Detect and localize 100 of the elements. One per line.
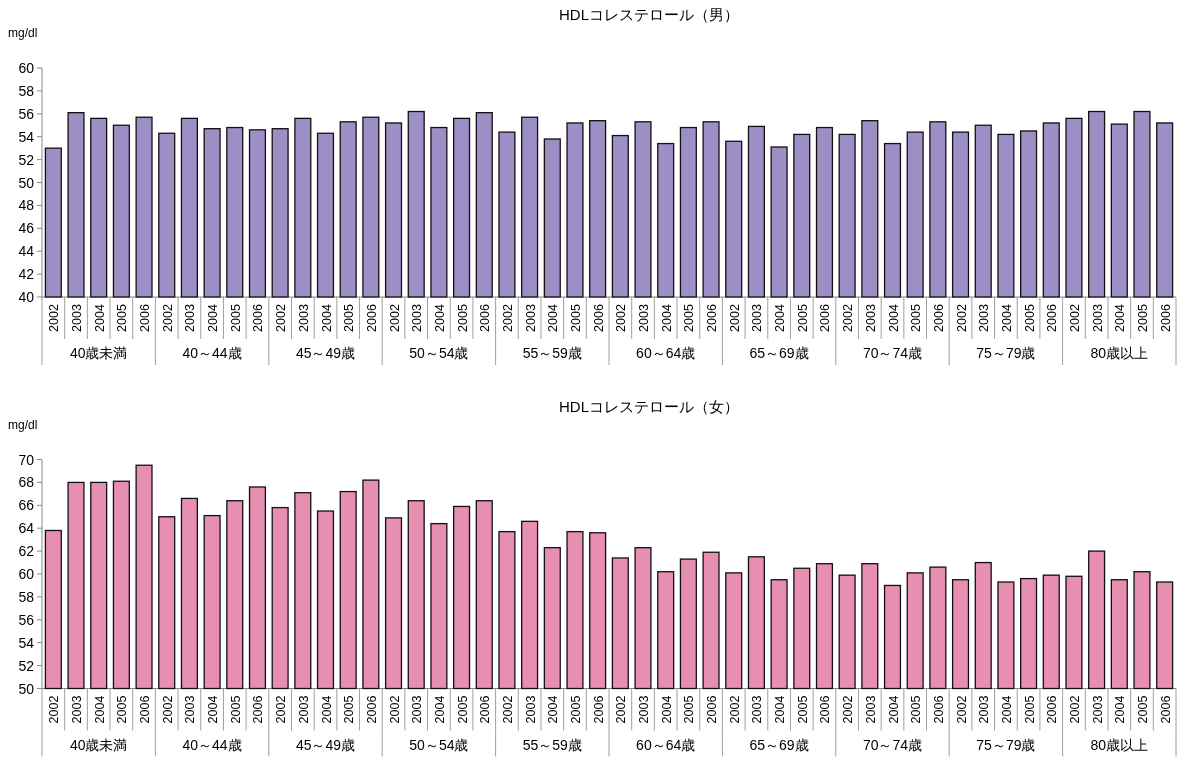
- text: 70～74歳: [862, 736, 923, 753]
- x-tick-label: 2005: [795, 304, 810, 332]
- x-tick-label: 2004: [773, 695, 788, 724]
- text: 40歳未満: [69, 736, 128, 753]
- x-tick-label: 2006: [1045, 304, 1060, 332]
- x-tick-label: 2006: [931, 304, 946, 332]
- x-tick-label: 2004: [319, 304, 334, 332]
- x-tick-label: 2003: [183, 304, 198, 332]
- text: 75～79歳: [976, 345, 1036, 361]
- y-tick-label: 62: [18, 543, 35, 560]
- x-tick-label: 2004: [886, 304, 901, 332]
- x-tick-label: 2004: [659, 695, 674, 724]
- x-tick-label: 2005: [568, 695, 583, 724]
- x-tick-label: 2005: [682, 304, 697, 332]
- x-tick-label: 2004: [92, 304, 107, 332]
- x-tick-label: 2003: [863, 304, 878, 332]
- x-tick-label: 2002: [387, 695, 402, 724]
- x-tick-label: 2006: [591, 695, 606, 724]
- x-tick-label: 2002: [500, 304, 515, 332]
- x-tick-label: 2002: [47, 304, 62, 332]
- x-tick-label: 2004: [92, 695, 107, 724]
- x-tick-label: 2003: [1090, 304, 1105, 332]
- y-tick-label: 56: [18, 611, 35, 628]
- text: 80歳以上: [1090, 736, 1149, 753]
- x-tick-label: 2002: [954, 695, 969, 724]
- x-tick-label: 2002: [274, 695, 289, 724]
- y-tick-label: 58: [18, 82, 35, 99]
- y-tick-label: 50: [18, 174, 35, 191]
- text: 50～54歳: [409, 736, 469, 753]
- x-tick-label: 2006: [251, 304, 266, 332]
- x-tick-label: 2004: [546, 304, 561, 332]
- x-tick-label: 2004: [999, 695, 1014, 724]
- x-tick-label: 2005: [568, 304, 583, 332]
- x-tick-label: 2002: [954, 304, 969, 332]
- x-tick-label: 2003: [977, 695, 992, 724]
- y-tick-label: 58: [18, 588, 35, 605]
- x-tick-label: 2003: [410, 695, 425, 724]
- y-tick-label: 46: [18, 220, 35, 237]
- x-tick-label: 2002: [727, 304, 742, 332]
- y-tick-label: 44: [18, 243, 35, 260]
- x-tick-label: 2002: [841, 695, 856, 724]
- x-tick-label: 2006: [138, 304, 153, 332]
- x-tick-label: 2002: [1067, 304, 1082, 332]
- x-tick-label: 2005: [1022, 695, 1037, 724]
- x-tick-label: 2006: [478, 695, 493, 724]
- x-tick-label: 2006: [478, 304, 493, 332]
- x-tick-label: 2002: [614, 695, 629, 724]
- text: 45～49歳: [295, 345, 356, 361]
- y-tick-label: 60: [18, 60, 35, 76]
- x-tick-label: 2004: [1113, 304, 1128, 332]
- y-tick-label: 54: [18, 128, 35, 145]
- x-tick-label: 2004: [546, 695, 561, 724]
- x-tick-label: 2004: [659, 304, 674, 332]
- text: 40～44歳: [182, 345, 242, 361]
- text: 65～69歳: [749, 736, 809, 753]
- x-tick-label: 2003: [296, 695, 311, 724]
- x-tick-label: 2002: [500, 695, 515, 724]
- x-tick-label: 2006: [818, 304, 833, 332]
- y-tick-label: 52: [18, 657, 35, 674]
- x-tick-label: 2002: [614, 304, 629, 332]
- x-tick-label: 2005: [342, 695, 357, 724]
- text: 45～49歳: [295, 736, 356, 753]
- x-tick-label: 2002: [160, 695, 175, 724]
- x-tick-label: 2004: [206, 304, 221, 332]
- x-tick-label: 2003: [410, 304, 425, 332]
- x-tick-label: 2003: [70, 304, 85, 332]
- x-tick-label: 2003: [183, 695, 198, 724]
- chart-title: HDLコレステロール（女）: [558, 397, 740, 415]
- x-tick-label: 2003: [750, 695, 765, 724]
- x-tick-label: 2004: [206, 695, 221, 724]
- x-tick-label: 2004: [999, 304, 1014, 332]
- x-tick-label: 2005: [1135, 304, 1150, 332]
- x-tick-label: 2006: [1158, 304, 1173, 332]
- x-tick-label: 2006: [591, 304, 606, 332]
- x-tick-label: 2006: [364, 304, 379, 332]
- x-tick-label: 2006: [138, 695, 153, 724]
- x-tick-label: 2002: [274, 304, 289, 332]
- x-tick-label: 2006: [705, 304, 720, 332]
- y-tick-label: 70: [18, 451, 35, 468]
- x-tick-label: 2005: [115, 304, 130, 332]
- y-tick-label: 64: [18, 520, 35, 537]
- x-tick-label: 2004: [319, 695, 334, 724]
- x-tick-label: 2003: [977, 304, 992, 332]
- text: 80歳以上: [1090, 345, 1149, 361]
- text: 65～69歳: [749, 345, 809, 361]
- y-axis-title: mg/dl: [8, 417, 38, 432]
- x-tick-label: 2005: [228, 695, 243, 724]
- y-tick-label: 56: [18, 105, 35, 122]
- text: 40歳未満: [69, 345, 128, 361]
- x-tick-label: 2006: [705, 695, 720, 724]
- x-tick-label: 2002: [1067, 695, 1082, 724]
- x-tick-label: 2004: [886, 695, 901, 724]
- x-tick-label: 2002: [387, 304, 402, 332]
- x-tick-label: 2002: [727, 695, 742, 724]
- x-tick-label: 2004: [1113, 695, 1128, 724]
- y-tick-label: 48: [18, 197, 35, 214]
- x-tick-label: 2006: [931, 695, 946, 724]
- y-tick-label: 42: [18, 266, 35, 283]
- x-tick-label: 2003: [637, 304, 652, 332]
- x-tick-label: 2004: [432, 695, 447, 724]
